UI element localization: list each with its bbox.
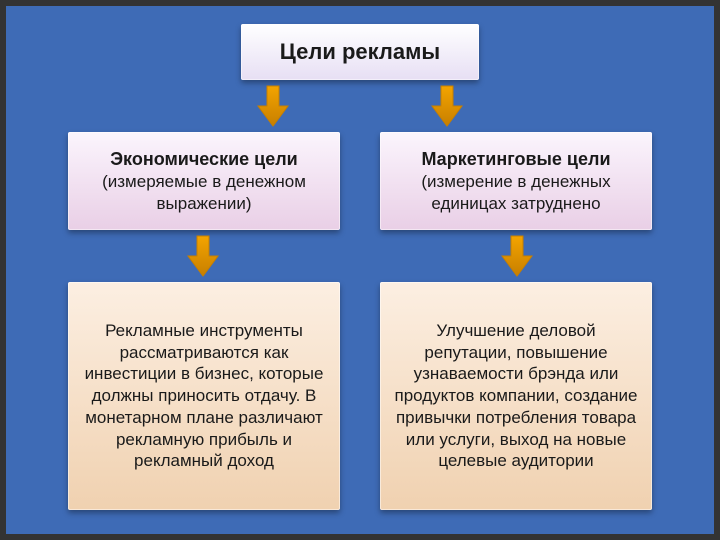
title-box: Цели рекламы — [241, 24, 479, 80]
description-text: Улучшение деловой репутации, повышение у… — [394, 320, 638, 472]
arrow-down-icon — [186, 234, 220, 278]
category-box-marketing: Маркетинговые цели (измерение в денежных… — [380, 132, 652, 230]
description-box-marketing: Улучшение деловой репутации, повышение у… — [380, 282, 652, 510]
arrow-down-icon — [430, 84, 464, 128]
description-box-economic: Рекламные инструменты рассматриваются ка… — [68, 282, 340, 510]
title-text: Цели рекламы — [280, 38, 440, 66]
category-title: Маркетинговые цели — [394, 148, 638, 171]
arrow-down-icon — [500, 234, 534, 278]
category-box-economic: Экономические цели (измеряемые в денежно… — [68, 132, 340, 230]
category-title: Экономические цели — [82, 148, 326, 171]
category-subtitle: (измеряемые в денежном выражении) — [82, 171, 326, 215]
arrow-down-icon — [256, 84, 290, 128]
description-text: Рекламные инструменты рассматриваются ка… — [82, 320, 326, 472]
diagram-canvas: Цели рекламы Экономические цели (измеряе… — [6, 6, 714, 534]
category-subtitle: (измерение в денежных единицах затруднен… — [394, 171, 638, 215]
outer-frame: Цели рекламы Экономические цели (измеряе… — [0, 0, 720, 540]
